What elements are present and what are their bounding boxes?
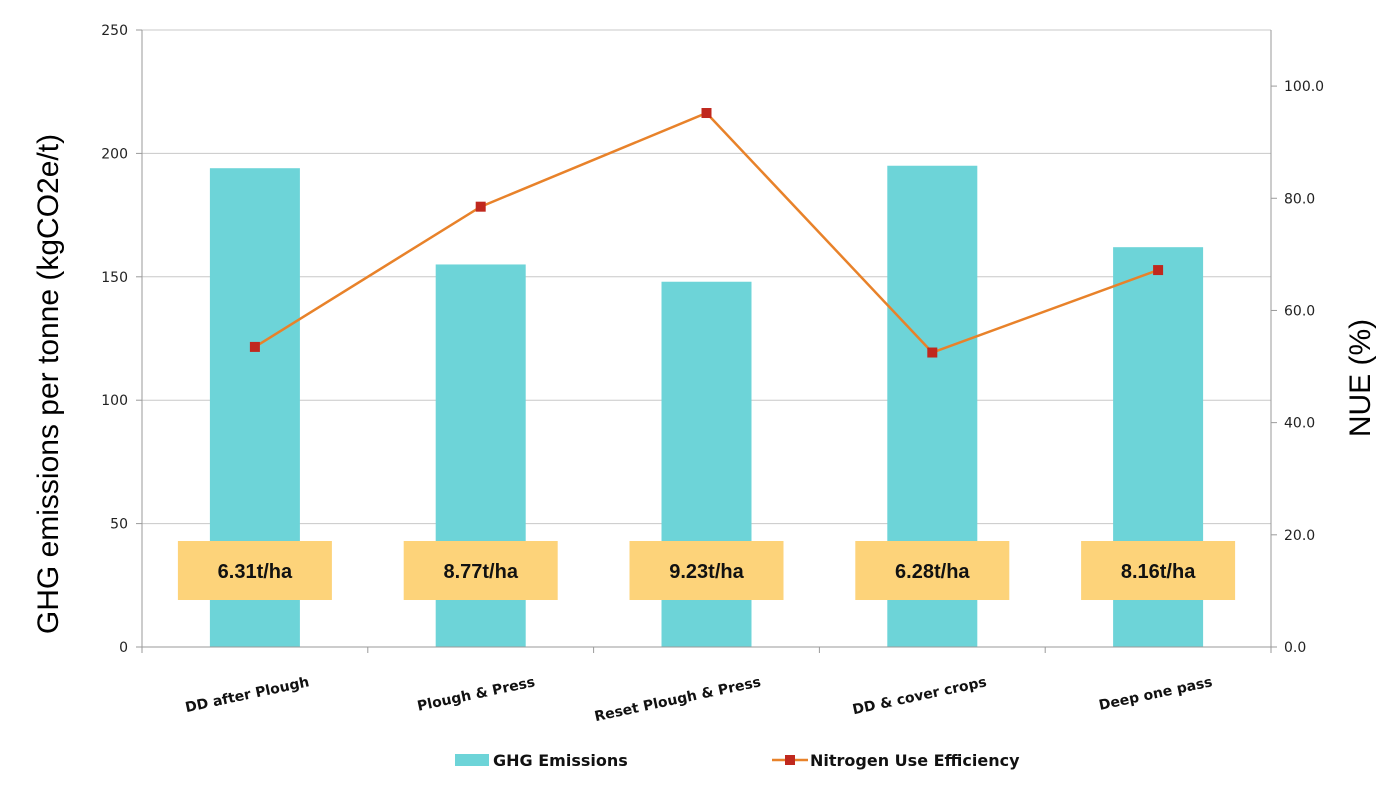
legend: GHG Emissions Nitrogen Use Efficiency <box>455 751 1020 770</box>
nue-marker <box>249 341 260 352</box>
tick-labels: 0 50 100 150 200 250 0.0 20.0 40.0 60.0 80.0 100.0 <box>101 23 1324 656</box>
category-labels: DD after Plough Plough & Press Reset Ploug… <box>184 674 1214 725</box>
y-tick-label: 0 <box>119 640 128 656</box>
y2-tick-label: 80.0 <box>1284 191 1315 207</box>
category-label: DD after Plough <box>184 674 311 716</box>
y-tick-label: 200 <box>101 146 128 162</box>
yield-label-box <box>403 541 558 600</box>
yield-label: 9.23t/ha <box>669 561 744 583</box>
yield-label: 8.77t/ha <box>443 561 518 583</box>
y-tick-label: 100 <box>101 393 128 409</box>
yield-label: 6.31t/ha <box>218 561 293 583</box>
yield-label: 8.16t/ha <box>1121 561 1196 583</box>
gridlines <box>142 29 1271 525</box>
yield-label-box <box>177 541 332 600</box>
yield-label-box <box>855 541 1010 600</box>
y2-tick-label: 100.0 <box>1284 79 1324 95</box>
y-tick-label: 50 <box>110 517 128 533</box>
y2-axis-title: NUE (%) <box>1344 319 1377 437</box>
category-label: Plough & Press <box>416 674 537 715</box>
yield-label: 6.28t/ha <box>895 561 970 583</box>
category-label: Deep one pass <box>1098 674 1214 714</box>
bar-labels: 6.31t/ha 8.77t/ha 9.23t/ha 6.28t/ha 8.16t/ha <box>177 541 1236 600</box>
y2-tick-label: 40.0 <box>1284 416 1315 432</box>
legend-swatch-ghg <box>455 754 489 766</box>
nue-marker <box>475 201 486 212</box>
y-tick-label: 150 <box>101 270 128 286</box>
y2-tick-label: 20.0 <box>1284 528 1315 544</box>
yield-label-box <box>1081 541 1236 600</box>
nue-marker <box>1153 265 1164 276</box>
yield-label-box <box>629 541 784 600</box>
category-label: Reset Plough & Press <box>593 674 762 725</box>
nue-marker <box>927 347 938 358</box>
axes <box>136 29 1277 653</box>
y-tick-label: 250 <box>101 23 128 39</box>
y2-tick-label: 0.0 <box>1284 640 1306 656</box>
y-axis-title: GHG emissions per tonne (kgCO2e/t) <box>32 134 65 634</box>
category-label: DD & cover crops <box>851 674 988 718</box>
y2-tick-label: 60.0 <box>1284 303 1315 319</box>
nue-line <box>249 108 1164 358</box>
nue-marker <box>701 108 712 119</box>
legend-label-nue: Nitrogen Use Efficiency <box>810 751 1020 770</box>
legend-label-ghg: GHG Emissions <box>493 751 628 770</box>
legend-marker-nue <box>785 755 795 765</box>
